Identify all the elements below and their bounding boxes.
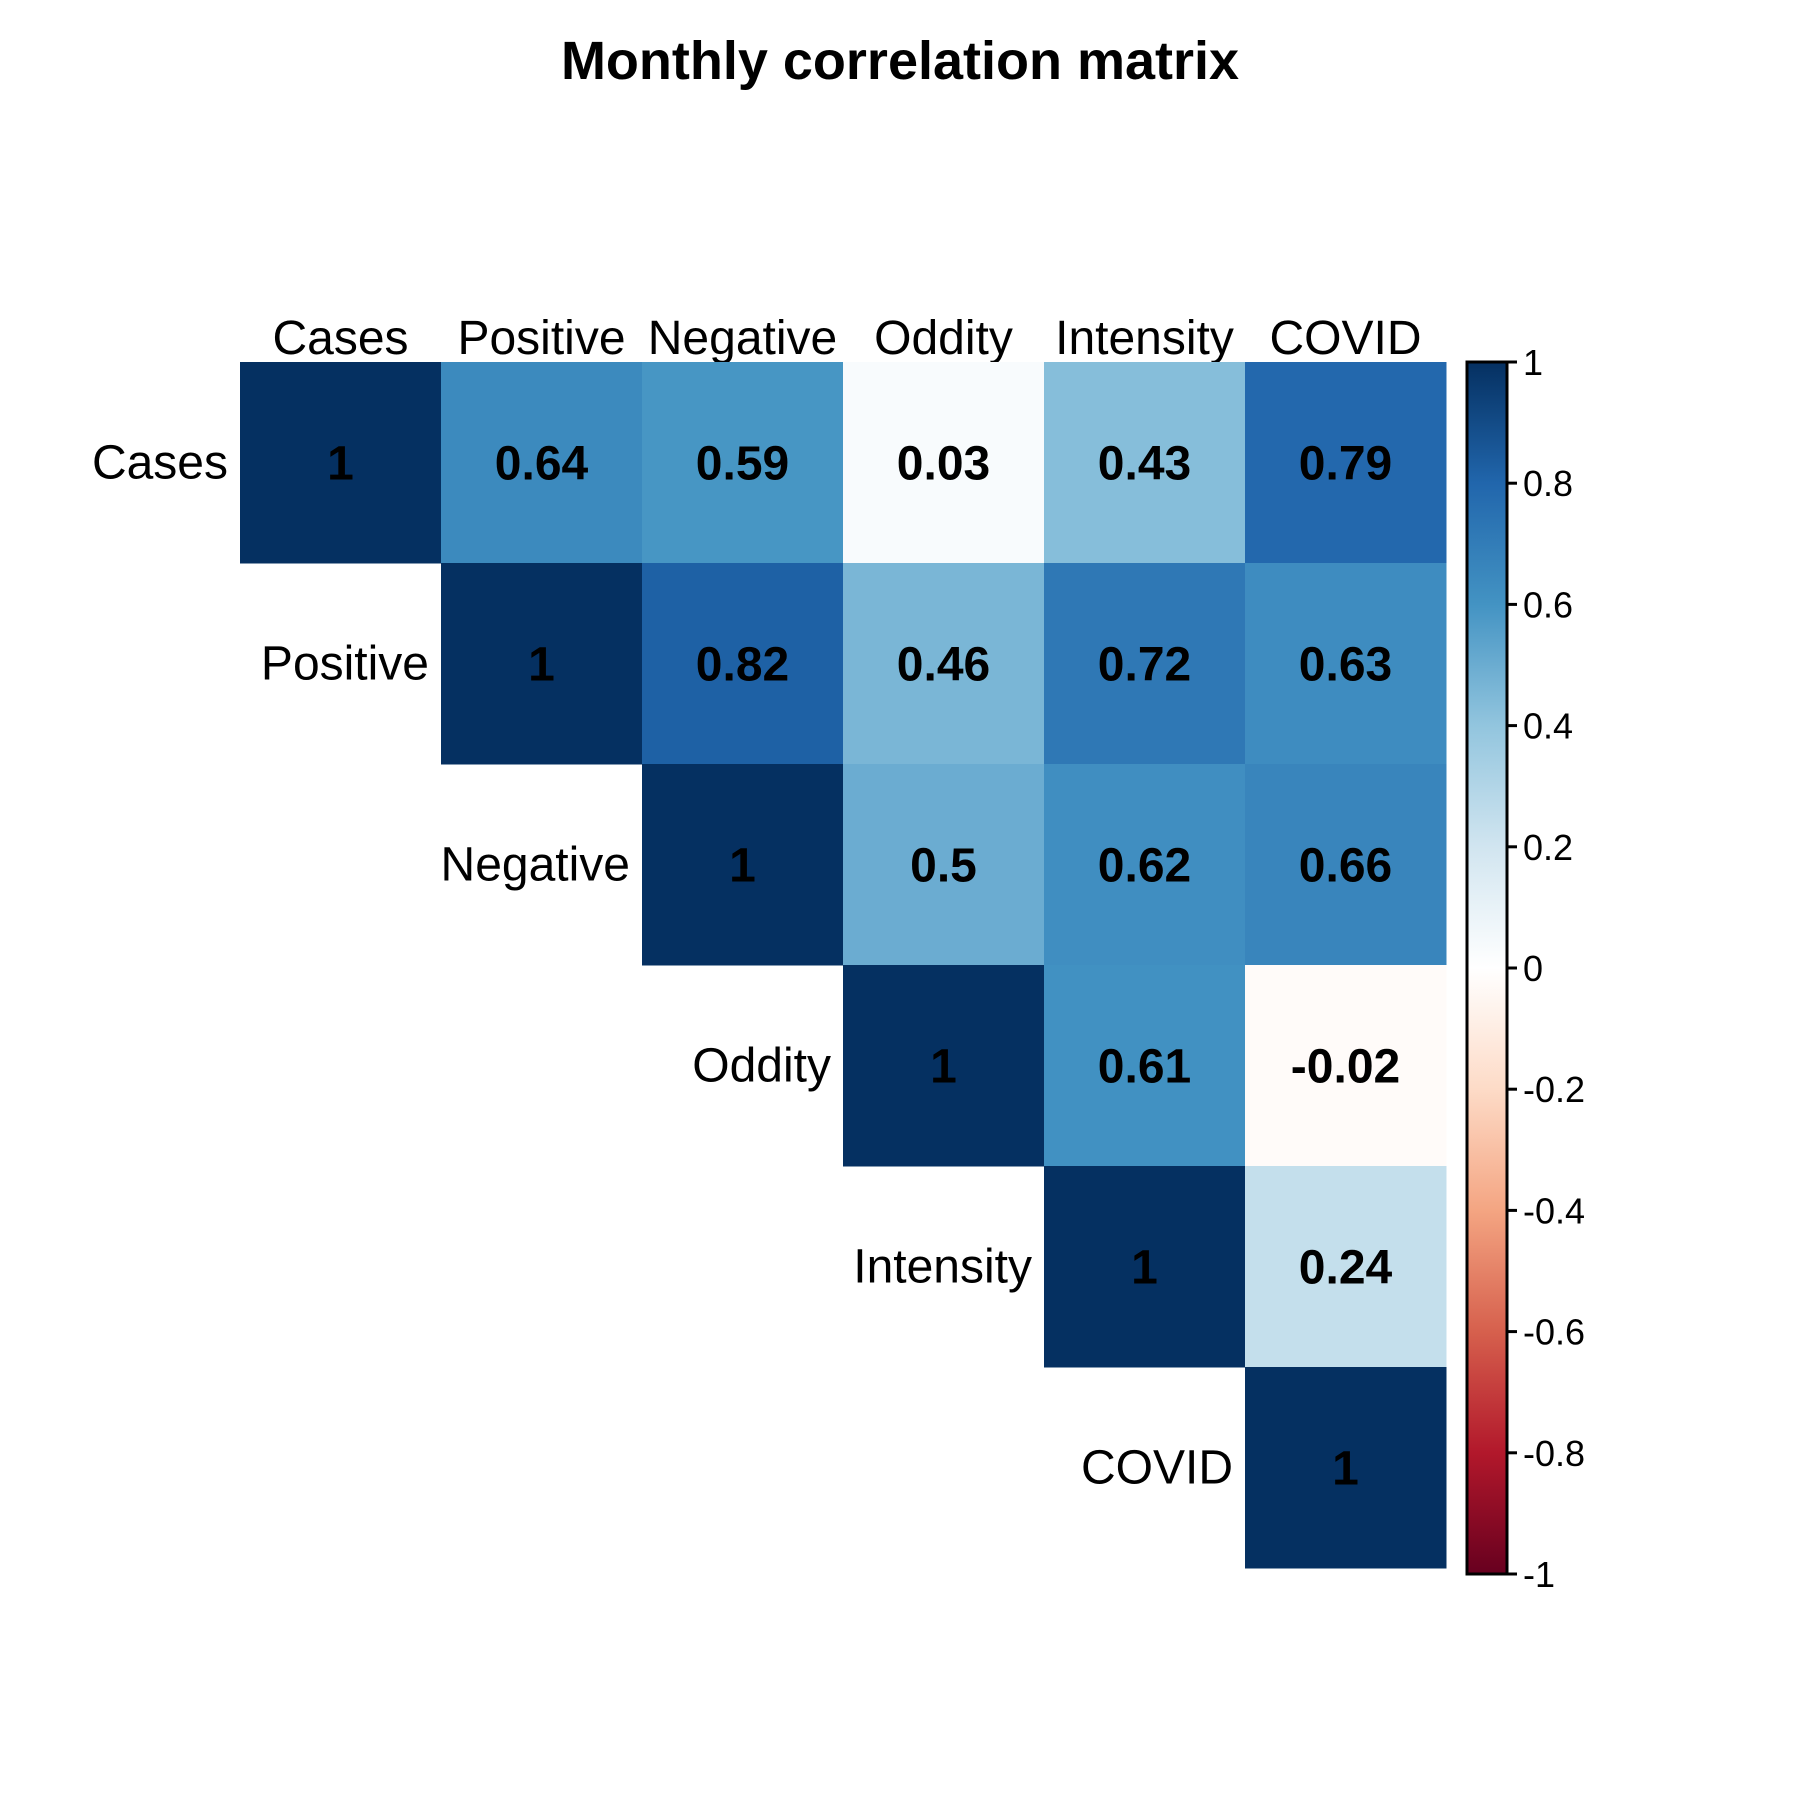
heatmap-cell xyxy=(1044,362,1246,564)
cell-value-label: 0.59 xyxy=(696,438,789,491)
row-label: COVID xyxy=(1081,1442,1233,1495)
row-label: Cases xyxy=(92,437,228,490)
cell-value-label: 0.82 xyxy=(696,639,789,692)
heatmap-cell xyxy=(441,563,643,765)
heatmap-cell xyxy=(1245,764,1447,966)
cell-value-label: 0.62 xyxy=(1098,840,1191,893)
cell-value-label: 1 xyxy=(930,1041,957,1094)
heatmap-cell xyxy=(642,764,844,966)
column-label: Intensity xyxy=(1055,312,1234,365)
row-label: Negative xyxy=(441,839,630,892)
heatmap-cell xyxy=(1044,965,1246,1167)
column-label: Negative xyxy=(648,312,837,365)
row-label: Positive xyxy=(261,638,429,691)
colorbar xyxy=(1465,360,1509,1576)
heatmap-cell xyxy=(240,362,442,564)
heatmap-cell xyxy=(441,362,643,564)
cell-value-label: 0.64 xyxy=(495,438,589,491)
colorbar-tick-label: 1 xyxy=(1523,342,1543,383)
cell-value-label: 0.61 xyxy=(1098,1041,1191,1094)
colorbar-tick-label: 0.8 xyxy=(1523,463,1573,504)
heatmap-cell xyxy=(843,764,1045,966)
heatmap-cell xyxy=(843,563,1045,765)
column-label: Oddity xyxy=(874,312,1013,365)
chart-title: Monthly correlation matrix xyxy=(560,31,1240,91)
colorbar-tick-label: -0.2 xyxy=(1523,1069,1585,1110)
heatmap-cell xyxy=(642,563,844,765)
cell-value-label: 1 xyxy=(327,438,354,491)
cell-value-label: 0.66 xyxy=(1299,840,1392,893)
row-label: Intensity xyxy=(853,1241,1032,1294)
heatmap-cell xyxy=(1044,764,1246,966)
cell-value-label: 0.03 xyxy=(897,438,990,491)
cell-value-label: 1 xyxy=(528,639,555,692)
heatmap-cell xyxy=(1245,1166,1447,1368)
colorbar-tick-label: 0.4 xyxy=(1523,706,1573,747)
cell-value-label: 0.79 xyxy=(1299,438,1392,491)
heatmap-cell xyxy=(1245,362,1447,564)
column-label: COVID xyxy=(1269,312,1421,365)
heatmap-cell xyxy=(1044,563,1246,765)
cell-value-label: 0.72 xyxy=(1098,639,1191,692)
cell-value-label: -0.02 xyxy=(1291,1041,1400,1094)
heatmap-cell xyxy=(843,362,1045,564)
heatmap-cell xyxy=(1245,965,1447,1167)
heatmap-cell xyxy=(1044,1166,1246,1368)
cell-value-label: 1 xyxy=(1131,1242,1158,1295)
colorbar-tick-label: 0.2 xyxy=(1523,827,1573,868)
colorbar-tick-label: 0 xyxy=(1523,948,1543,989)
heatmap-cell xyxy=(1245,1367,1447,1569)
colorbar-tick-label: -1 xyxy=(1523,1554,1555,1595)
colorbar-tick-label: -0.8 xyxy=(1523,1433,1585,1474)
heatmap-cell xyxy=(843,965,1045,1167)
cell-value-label: 1 xyxy=(1332,1443,1359,1496)
cell-value-label: 0.24 xyxy=(1299,1242,1393,1295)
colorbar-tick-label: 0.6 xyxy=(1523,584,1573,625)
cell-value-label: 0.5 xyxy=(910,840,977,893)
column-label: Cases xyxy=(272,312,408,365)
heatmap-cell xyxy=(1245,563,1447,765)
cell-value-label: 0.63 xyxy=(1299,639,1392,692)
cell-value-label: 0.46 xyxy=(897,639,990,692)
column-label: Positive xyxy=(457,312,625,365)
colorbar-tick-label: -0.4 xyxy=(1523,1190,1585,1231)
heatmap-cell xyxy=(642,362,844,564)
cell-value-label: 1 xyxy=(729,840,756,893)
colorbar-tick-label: -0.6 xyxy=(1523,1312,1585,1353)
cell-value-label: 0.43 xyxy=(1098,438,1191,491)
row-label: Oddity xyxy=(692,1040,831,1093)
